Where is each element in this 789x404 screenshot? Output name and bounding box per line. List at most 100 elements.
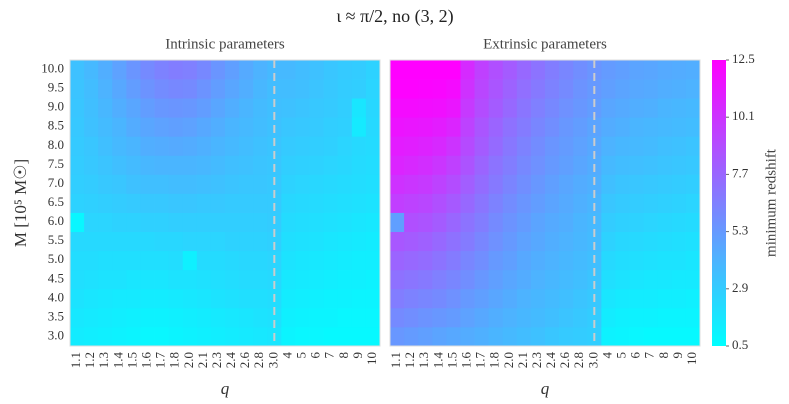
heatmap-cell bbox=[601, 250, 616, 271]
heatmap-cell bbox=[488, 288, 504, 309]
heatmap-cell bbox=[418, 117, 433, 137]
heatmap-cell bbox=[225, 269, 240, 290]
heatmap-cell bbox=[390, 288, 405, 309]
heatmap-cell bbox=[140, 212, 155, 232]
x-tick-label: 1.6 bbox=[458, 352, 473, 369]
heatmap-cell bbox=[309, 288, 325, 309]
heatmap-cell bbox=[657, 98, 673, 118]
heatmap-cell bbox=[615, 231, 630, 252]
heatmap-cell bbox=[643, 193, 659, 213]
heatmap-cell bbox=[253, 98, 268, 118]
heatmap-cell bbox=[432, 231, 447, 252]
heatmap-cell bbox=[323, 212, 339, 232]
heatmap-cell bbox=[253, 326, 268, 347]
heatmap-cell bbox=[601, 269, 616, 290]
heatmap-cell bbox=[351, 288, 367, 309]
heatmap-cell bbox=[601, 60, 616, 80]
heatmap-cell bbox=[671, 136, 687, 156]
heatmap-cell bbox=[126, 79, 141, 99]
heatmap-cell bbox=[671, 98, 687, 118]
heatmap-cell bbox=[671, 250, 687, 271]
heatmap-cell bbox=[530, 250, 546, 271]
heatmap-cell bbox=[446, 174, 461, 194]
heatmap-cell bbox=[516, 98, 532, 118]
heatmap-cell bbox=[418, 326, 433, 347]
heatmap-cell bbox=[559, 117, 574, 137]
heatmap-cell bbox=[323, 60, 339, 80]
heatmap-cell bbox=[446, 250, 461, 271]
heatmap-cell bbox=[460, 155, 475, 175]
heatmap-cell bbox=[488, 60, 504, 80]
heatmap-cell bbox=[629, 155, 645, 175]
heatmap-cell bbox=[474, 193, 490, 213]
heatmap-cell bbox=[460, 307, 475, 328]
heatmap-cell bbox=[112, 60, 127, 80]
heatmap-cell bbox=[351, 212, 367, 232]
heatmap-cell bbox=[351, 79, 367, 99]
heatmap-cell bbox=[643, 326, 659, 347]
x-tick-label: 1.3 bbox=[416, 352, 431, 368]
heatmap-cell bbox=[432, 193, 447, 213]
heatmap-cell bbox=[210, 193, 226, 213]
heatmap-cell bbox=[154, 269, 170, 290]
heatmap-cell bbox=[281, 155, 296, 175]
heatmap-cell bbox=[573, 155, 588, 175]
heatmap-cell bbox=[446, 60, 461, 80]
heatmap-cell bbox=[210, 60, 226, 80]
heatmap-cell bbox=[295, 212, 310, 232]
heatmap-cell bbox=[446, 155, 461, 175]
heatmap-cell bbox=[474, 136, 490, 156]
heatmap-cell bbox=[295, 117, 310, 137]
heatmap-cell bbox=[488, 79, 504, 99]
y-tick-label: 6.0 bbox=[48, 213, 64, 228]
heatmap-cell bbox=[502, 212, 518, 232]
heatmap-cell bbox=[657, 326, 673, 347]
heatmap-cell bbox=[154, 98, 170, 118]
heatmap-cell bbox=[643, 288, 659, 309]
heatmap-cell bbox=[154, 307, 170, 328]
heatmap-cell bbox=[126, 155, 141, 175]
heatmap-cell bbox=[601, 231, 616, 252]
heatmap-cell bbox=[530, 98, 546, 118]
heatmap-cell bbox=[365, 136, 381, 156]
heatmap-cell bbox=[559, 174, 574, 194]
x-tick-label: 1.8 bbox=[167, 352, 182, 368]
heatmap-cell bbox=[530, 307, 546, 328]
heatmap-cell bbox=[98, 155, 113, 175]
heatmap-cell bbox=[253, 174, 268, 194]
heatmap-cell bbox=[337, 307, 353, 328]
heatmap-cell bbox=[432, 174, 447, 194]
heatmap-cell bbox=[530, 288, 546, 309]
heatmap-cell bbox=[239, 98, 254, 118]
heatmap-cell bbox=[671, 288, 687, 309]
heatmap-cell bbox=[98, 79, 113, 99]
heatmap-cell bbox=[196, 79, 212, 99]
heatmap-cell bbox=[559, 250, 574, 271]
heatmap-cell bbox=[70, 60, 85, 80]
heatmap-cell bbox=[168, 155, 184, 175]
heatmap-cell bbox=[390, 231, 405, 252]
heatmap-cell bbox=[601, 79, 616, 99]
heatmap-cell bbox=[418, 212, 433, 232]
heatmap-cell bbox=[404, 250, 419, 271]
heatmap-cell bbox=[474, 155, 490, 175]
x-tick-label: 4 bbox=[279, 352, 294, 359]
heatmap-cell bbox=[210, 231, 226, 252]
heatmap-cell bbox=[559, 136, 574, 156]
heatmap-cell bbox=[629, 326, 645, 347]
heatmap-cell bbox=[210, 79, 226, 99]
heatmap-cell bbox=[98, 307, 113, 328]
heatmap-cell bbox=[281, 231, 296, 252]
heatmap-cell bbox=[253, 193, 268, 213]
heatmap-cell bbox=[516, 117, 532, 137]
heatmap-cell bbox=[323, 193, 339, 213]
heatmap-cell bbox=[98, 174, 113, 194]
heatmap-cell bbox=[182, 250, 198, 271]
heatmap-cell bbox=[239, 231, 254, 252]
heatmap-cell bbox=[502, 307, 518, 328]
heatmap-cell bbox=[615, 269, 630, 290]
heatmap-cell bbox=[196, 193, 212, 213]
x-axis-label: q bbox=[541, 379, 550, 398]
heatmap-cell bbox=[460, 136, 475, 156]
